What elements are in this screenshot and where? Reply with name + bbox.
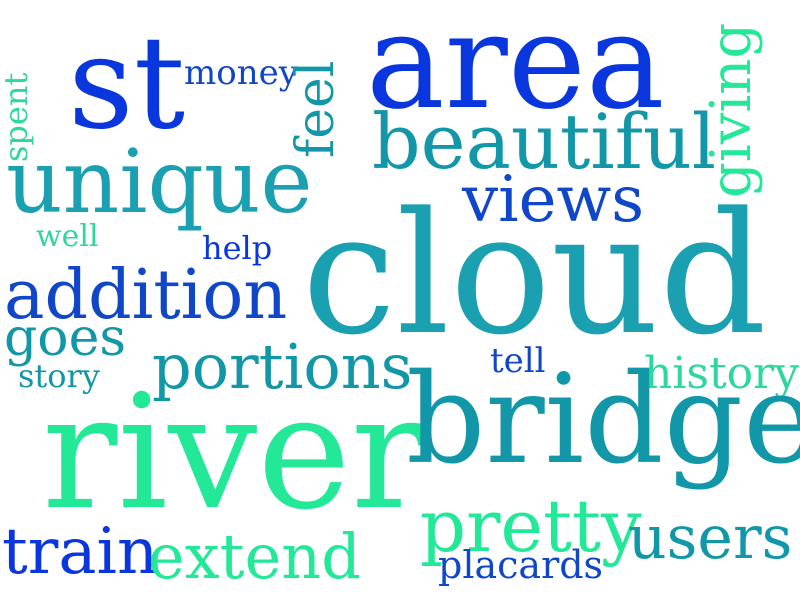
- word-history: history: [644, 348, 800, 399]
- word-beautiful: beautiful: [372, 97, 717, 186]
- word-addition: addition: [4, 256, 288, 335]
- word-st: st: [68, 9, 186, 158]
- word-unique: unique: [6, 130, 313, 233]
- word-tell: tell: [490, 341, 546, 381]
- word-views: views: [462, 163, 645, 237]
- word-cloud: cloud: [302, 176, 767, 372]
- word-money: money: [184, 53, 298, 93]
- word-portions: portions: [152, 330, 413, 403]
- word-area: area: [366, 0, 665, 139]
- word-goes: goes: [4, 308, 127, 368]
- word-pretty: pretty: [420, 484, 642, 568]
- word-bridge: bridge: [406, 348, 800, 492]
- word-placards: placards: [438, 543, 604, 587]
- word-well: well: [36, 219, 99, 254]
- word-river: river: [42, 361, 427, 545]
- word-extend: extend: [148, 520, 361, 593]
- word-users: users: [628, 503, 793, 573]
- word-help: help: [202, 229, 273, 267]
- word-train: train: [2, 515, 159, 589]
- word-story: story: [18, 357, 100, 395]
